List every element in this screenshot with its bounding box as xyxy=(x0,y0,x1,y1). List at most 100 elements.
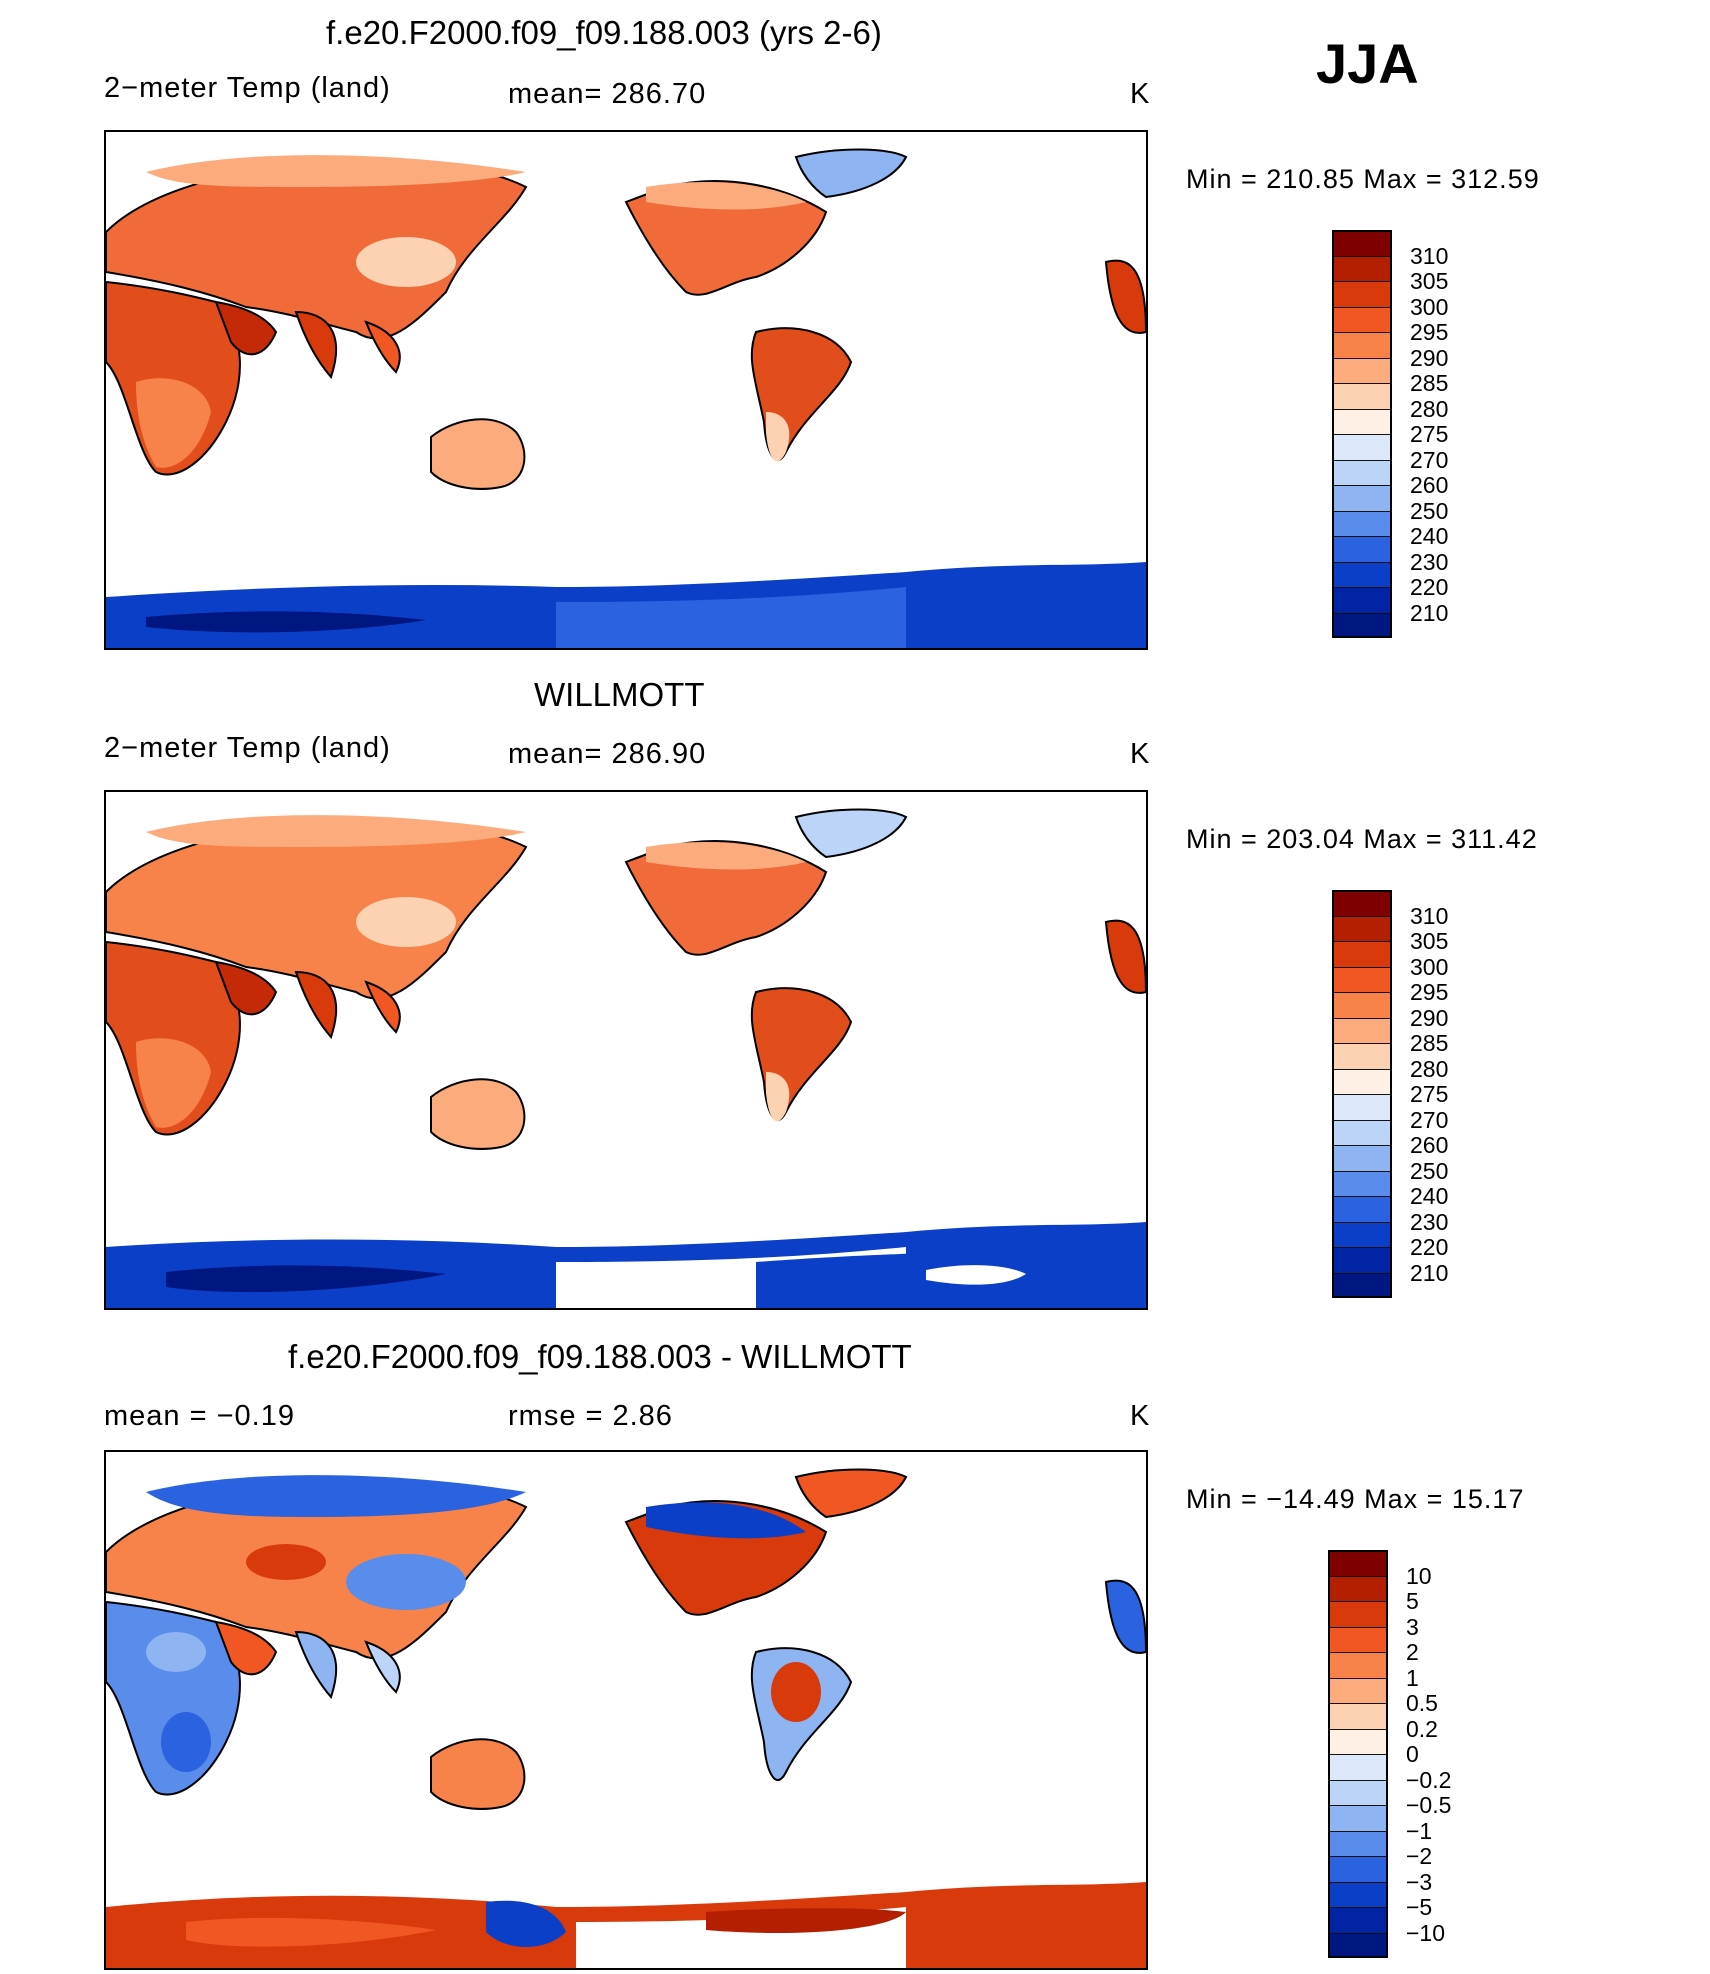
colorbar-tick-label: 0.5 xyxy=(1406,1690,1438,1716)
colorbar-tick-label: 305 xyxy=(1410,928,1449,954)
colorbar-tick-label: 300 xyxy=(1410,953,1449,980)
colorbar-tick-label: 240 xyxy=(1410,523,1449,549)
colorbar-swatch xyxy=(1328,1601,1388,1627)
panel-3-units: K xyxy=(1130,1400,1151,1432)
colorbar-swatch xyxy=(1332,1170,1392,1196)
colorbar-swatch xyxy=(1328,1830,1388,1856)
panel-1-title: f.e20.F2000.f09_f09.188.003 (yrs 2-6) xyxy=(326,14,882,51)
panel-2-title: WILLMOTT xyxy=(534,676,705,713)
colorbar-swatch xyxy=(1332,281,1392,307)
colorbar-frame xyxy=(1332,230,1392,638)
colorbar-swatch xyxy=(1328,1805,1388,1831)
colorbar-swatch xyxy=(1332,941,1392,967)
colorbar-tick-label: 280 xyxy=(1410,1055,1449,1082)
panel-2-mean-label: mean= 286.90 xyxy=(508,738,707,770)
colorbar-tick-label: −10 xyxy=(1406,1919,1446,1946)
colorbar-swatch xyxy=(1332,1247,1392,1273)
colorbar-tick-label: 5 xyxy=(1406,1588,1419,1614)
colorbar-swatch xyxy=(1328,1677,1388,1703)
colorbar-tick-label: 210 xyxy=(1410,599,1449,626)
colorbar-tick-label: 305 xyxy=(1410,268,1449,294)
colorbar-swatch xyxy=(1332,332,1392,358)
colorbar-swatch xyxy=(1332,510,1392,536)
continent-map-icon xyxy=(106,148,1146,648)
colorbar-tick-label: 250 xyxy=(1410,497,1449,524)
panel-2-variable-label: 2−meter Temp (land) xyxy=(104,732,391,764)
panel-1-mean-label: mean= 286.70 xyxy=(508,78,707,110)
colorbar-swatch xyxy=(1332,915,1392,941)
panel-1-variable-label: 2−meter Temp (land) xyxy=(104,72,391,104)
colorbar-tick-label: 2 xyxy=(1406,1639,1419,1665)
colorbar-swatch xyxy=(1328,1728,1388,1754)
colorbar-tick-label: 275 xyxy=(1410,1081,1449,1107)
colorbar-swatch xyxy=(1328,1881,1388,1907)
colorbar-tick-label: 240 xyxy=(1410,1183,1449,1209)
panel-3-rmse-label: rmse = 2.86 xyxy=(508,1400,673,1432)
colorbar-swatch xyxy=(1332,1196,1392,1222)
colorbar-tick-label: 310 xyxy=(1410,242,1449,269)
colorbar-tick-label: 290 xyxy=(1410,344,1449,371)
colorbar-swatch xyxy=(1332,434,1392,460)
colorbar-swatch xyxy=(1332,459,1392,485)
colorbar-swatch xyxy=(1328,1703,1388,1729)
colorbar-tick-label: 1 xyxy=(1406,1664,1419,1691)
colorbar-tick-label: 250 xyxy=(1410,1157,1449,1184)
panel-3-minmax: Min = −14.49 Max = 15.17 xyxy=(1186,1484,1525,1514)
panel-2-minmax: Min = 203.04 Max = 311.42 xyxy=(1186,824,1538,854)
colorbar-tick-label: −0.2 xyxy=(1406,1766,1452,1793)
colorbar-swatch xyxy=(1332,966,1392,992)
colorbar-tick-label: 285 xyxy=(1410,1030,1449,1056)
colorbar-swatch xyxy=(1332,992,1392,1018)
colorbar-frame xyxy=(1332,890,1392,1298)
colorbar-tick-label: 270 xyxy=(1410,1106,1449,1133)
colorbar-swatch xyxy=(1332,1221,1392,1247)
colorbar-swatch xyxy=(1332,255,1392,281)
colorbar-swatch xyxy=(1332,485,1392,511)
colorbar-swatch xyxy=(1328,1932,1388,1958)
colorbar-swatch xyxy=(1328,1907,1388,1933)
colorbar-tick-label: 230 xyxy=(1410,548,1449,575)
colorbar-tick-label: −3 xyxy=(1406,1868,1433,1895)
colorbar-tick-label: 290 xyxy=(1410,1004,1449,1031)
colorbar-tick-label: −5 xyxy=(1406,1894,1433,1920)
panel-2-map xyxy=(104,790,1148,1310)
colorbar-tick-label: −1 xyxy=(1406,1817,1433,1844)
colorbar-swatch xyxy=(1332,1043,1392,1069)
colorbar-tick-label: 285 xyxy=(1410,370,1449,396)
colorbar-tick-label: 3 xyxy=(1406,1613,1419,1640)
colorbar-swatch xyxy=(1332,1017,1392,1043)
colorbar-tick-label: 210 xyxy=(1410,1259,1449,1286)
colorbar-swatch xyxy=(1328,1754,1388,1780)
colorbar-tick-label: 295 xyxy=(1410,319,1449,345)
panel-3-map xyxy=(104,1450,1148,1970)
colorbar-tick-label: 230 xyxy=(1410,1208,1449,1235)
panel-1-minmax: Min = 210.85 Max = 312.59 xyxy=(1186,164,1540,194)
colorbar-swatch xyxy=(1332,612,1392,638)
colorbar-tick-label: 300 xyxy=(1410,293,1449,320)
colorbar-swatch xyxy=(1328,1626,1388,1652)
colorbar-tick-label: 10 xyxy=(1406,1562,1432,1589)
colorbar-tick-label: 270 xyxy=(1410,446,1449,473)
panel-2-units: K xyxy=(1130,738,1151,770)
colorbar-tick-label: 280 xyxy=(1410,395,1449,422)
panel-3-title: f.e20.F2000.f09_f09.188.003 - WILLMOTT xyxy=(288,1338,912,1375)
season-label: JJA xyxy=(1316,32,1419,95)
colorbar-swatch xyxy=(1328,1856,1388,1882)
colorbar-tick-label: −0.5 xyxy=(1406,1792,1452,1818)
colorbar-tick-label: 275 xyxy=(1410,421,1449,447)
colorbar-tick-label: −2 xyxy=(1406,1843,1433,1869)
colorbar-swatch xyxy=(1332,1119,1392,1145)
colorbar-tick-label: 220 xyxy=(1410,574,1449,600)
colorbar-tick-label: 0 xyxy=(1406,1741,1419,1767)
colorbar-swatch xyxy=(1328,1652,1388,1678)
colorbar-swatch xyxy=(1332,561,1392,587)
continent-map-icon xyxy=(106,808,1146,1308)
colorbar-frame xyxy=(1328,1550,1388,1958)
colorbar-tick-label: 310 xyxy=(1410,902,1449,929)
colorbar-swatch xyxy=(1328,1575,1388,1601)
colorbar-swatch xyxy=(1332,1068,1392,1094)
panel-1-map xyxy=(104,130,1148,650)
panel-1-units: K xyxy=(1130,78,1151,110)
colorbar-swatch xyxy=(1332,357,1392,383)
colorbar-tick-label: 260 xyxy=(1410,472,1449,498)
